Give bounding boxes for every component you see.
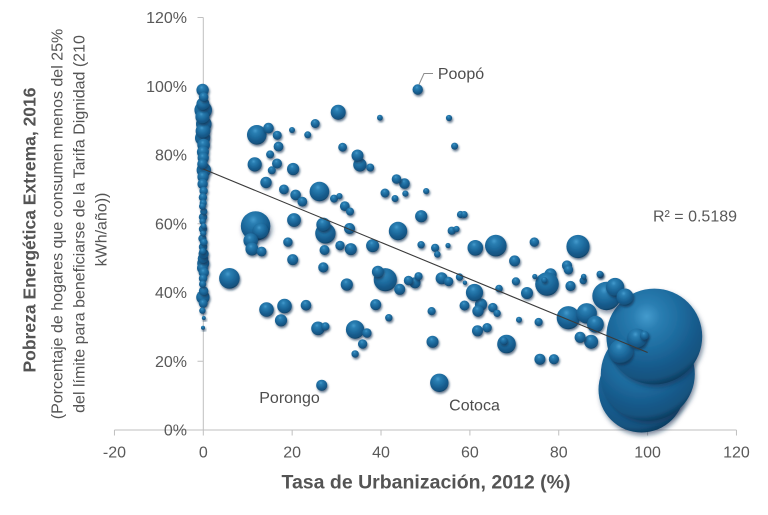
- svg-text:kWh/año)): kWh/año)): [94, 193, 111, 267]
- svg-text:-20: -20: [103, 445, 126, 462]
- svg-text:del límite para beneficiarse d: del límite para beneficiarse de la Tarif…: [72, 35, 89, 413]
- svg-text:40: 40: [372, 445, 390, 462]
- svg-text:Poopó: Poopó: [438, 66, 484, 83]
- svg-text:0%: 0%: [164, 423, 187, 440]
- svg-text:100: 100: [634, 445, 661, 462]
- svg-text:(Porcentaje de hogares que con: (Porcentaje de hogares que consumen meno…: [50, 29, 67, 419]
- svg-text:120: 120: [723, 445, 750, 462]
- svg-text:Cotoca: Cotoca: [449, 398, 500, 415]
- svg-text:R² = 0.5189: R² = 0.5189: [653, 209, 737, 226]
- svg-text:Porongo: Porongo: [259, 390, 320, 407]
- svg-text:100%: 100%: [146, 79, 187, 96]
- svg-text:20: 20: [283, 445, 301, 462]
- svg-text:80: 80: [550, 445, 568, 462]
- svg-text:20%: 20%: [155, 354, 187, 371]
- svg-text:Tasa de Urbanización, 2012 (%): Tasa de Urbanización, 2012 (%): [282, 472, 571, 494]
- svg-text:60%: 60%: [155, 216, 187, 233]
- svg-text:0: 0: [199, 445, 208, 462]
- svg-text:120%: 120%: [146, 10, 187, 27]
- svg-text:40%: 40%: [155, 285, 187, 302]
- svg-text:Pobreza Energética Extrema, 20: Pobreza Energética Extrema, 2016: [20, 87, 40, 372]
- svg-text:80%: 80%: [155, 148, 187, 165]
- svg-text:60: 60: [461, 445, 479, 462]
